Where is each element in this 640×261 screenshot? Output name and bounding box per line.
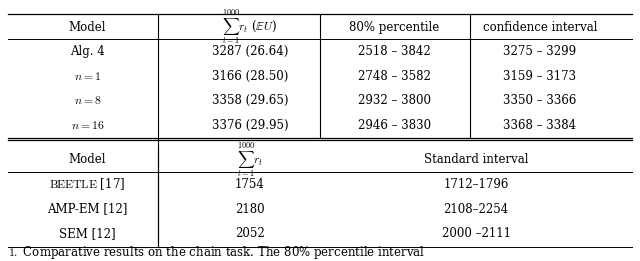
Text: 3368 – 3384: 3368 – 3384: [503, 119, 577, 132]
Text: 3287 (26.64): 3287 (26.64): [212, 45, 288, 58]
Text: $n = 8$: $n = 8$: [74, 94, 101, 107]
Text: 3358 (29.65): 3358 (29.65): [212, 94, 288, 107]
Text: 80% percentile: 80% percentile: [349, 21, 440, 34]
Text: $\sum_{t=1}^{1000} r_t$: $\sum_{t=1}^{1000} r_t$: [237, 141, 263, 179]
Text: 1712–1796: 1712–1796: [444, 178, 509, 191]
Text: $\mathrm{B}_{\!\!}\mathrm{EETLE}$ [17]: $\mathrm{B}_{\!\!}\mathrm{EETLE}$ [17]: [49, 176, 125, 192]
Text: 3275 – 3299: 3275 – 3299: [503, 45, 577, 58]
Text: 2518 – 3842: 2518 – 3842: [358, 45, 431, 58]
Text: 2052: 2052: [235, 227, 265, 240]
Text: $n = 16$: $n = 16$: [70, 119, 104, 132]
Text: Standard interval: Standard interval: [424, 153, 529, 166]
Text: 2748 – 3582: 2748 – 3582: [358, 70, 431, 83]
Text: SEM [12]: SEM [12]: [59, 227, 116, 240]
Text: 2108–2254: 2108–2254: [444, 203, 509, 216]
Text: $\mathbf{1.}$ Comparative results on the chain task. The 80% percentile interval: $\mathbf{1.}$ Comparative results on the…: [8, 244, 425, 260]
Text: Model: Model: [68, 21, 106, 34]
Text: $\sum_{t=1}^{1000} r_t$ ($\mathbb{E}U$): $\sum_{t=1}^{1000} r_t$ ($\mathbb{E}U$): [222, 8, 278, 46]
Text: 2180: 2180: [235, 203, 265, 216]
Text: 2000 –2111: 2000 –2111: [442, 227, 511, 240]
Text: 3166 (28.50): 3166 (28.50): [212, 70, 288, 83]
Text: 2932 – 3800: 2932 – 3800: [358, 94, 431, 107]
Text: 1754: 1754: [235, 178, 265, 191]
Text: 3159 – 3173: 3159 – 3173: [503, 70, 577, 83]
Text: Model: Model: [68, 153, 106, 166]
Text: 3376 (29.95): 3376 (29.95): [212, 119, 288, 132]
Text: $n = 1$: $n = 1$: [74, 70, 101, 83]
Text: 3350 – 3366: 3350 – 3366: [503, 94, 577, 107]
Text: 2946 – 3830: 2946 – 3830: [358, 119, 431, 132]
Text: confidence interval: confidence interval: [483, 21, 597, 34]
Text: AMP-EM [12]: AMP-EM [12]: [47, 203, 127, 216]
Text: Alg. 4: Alg. 4: [70, 45, 105, 58]
